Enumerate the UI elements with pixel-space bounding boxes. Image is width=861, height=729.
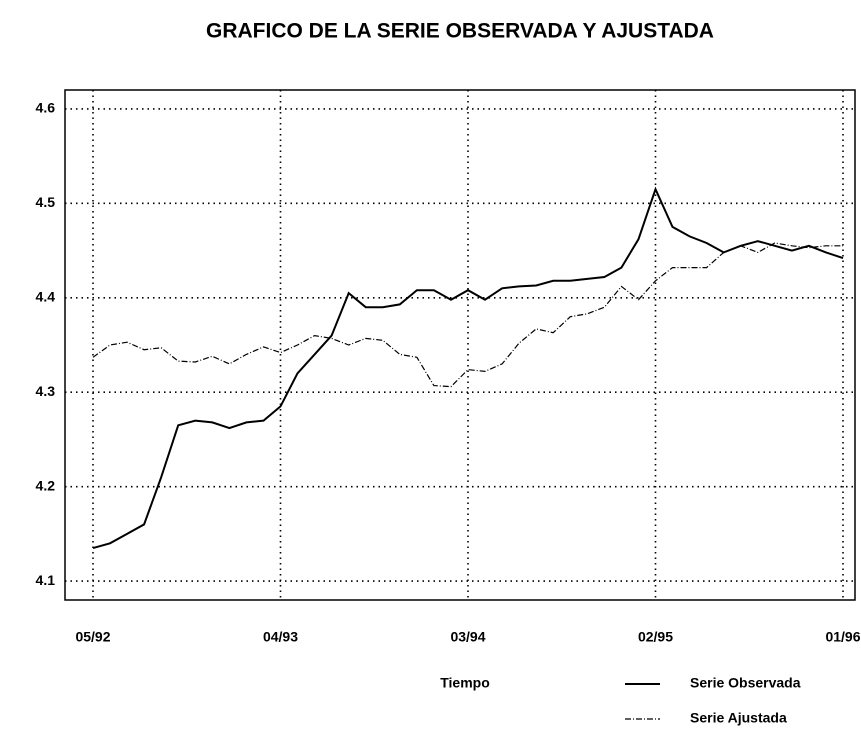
legend-label: Serie Observada bbox=[690, 675, 801, 691]
series-line bbox=[92, 186, 844, 550]
x-tick-label: 01/96 bbox=[825, 629, 860, 645]
legend-label: Serie Ajustada bbox=[690, 710, 787, 726]
chart-title: GRAFICO DE LA SERIE OBSERVADA Y AJUSTADA bbox=[206, 20, 714, 43]
x-tick-label: 02/95 bbox=[638, 629, 673, 645]
x-axis-label: Tiempo bbox=[440, 675, 490, 691]
y-tick-label: 4.2 bbox=[36, 477, 56, 493]
x-tick-label: 05/92 bbox=[75, 629, 110, 645]
y-tick-label: 4.6 bbox=[36, 100, 56, 116]
y-tick-label: 4.5 bbox=[36, 194, 56, 210]
series-line bbox=[92, 242, 843, 388]
x-tick-label: 03/94 bbox=[450, 629, 485, 645]
y-tick-label: 4.3 bbox=[36, 383, 56, 399]
y-tick-label: 4.1 bbox=[36, 572, 56, 588]
plot-frame bbox=[64, 89, 856, 601]
y-tick-label: 4.4 bbox=[36, 288, 56, 304]
x-tick-label: 04/93 bbox=[263, 629, 298, 645]
